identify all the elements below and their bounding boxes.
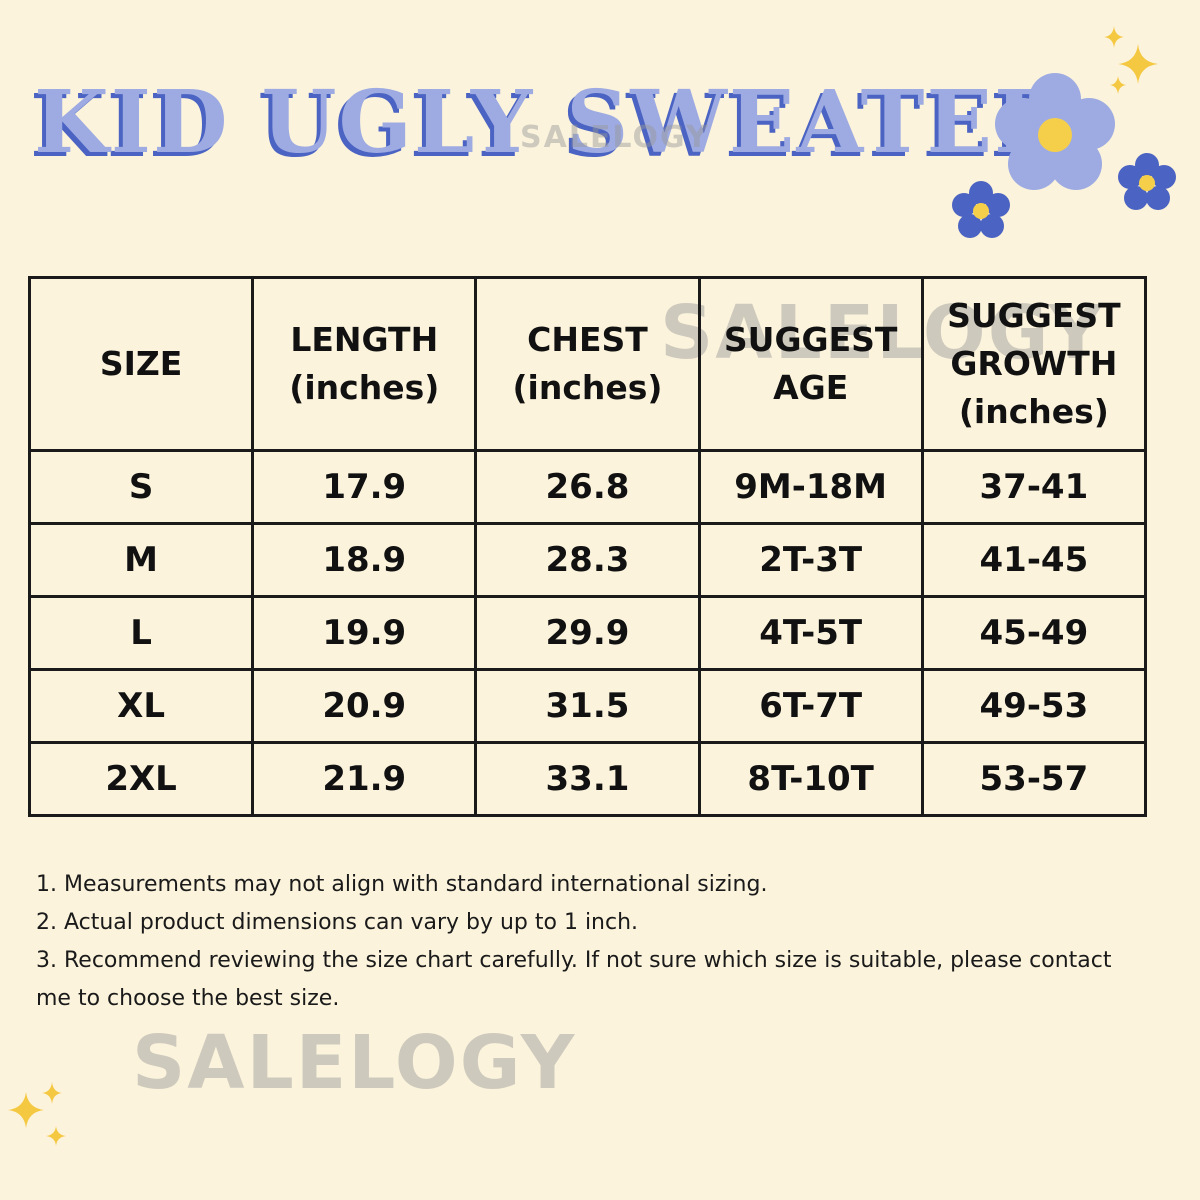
header-growth: SUGGEST GROWTH (inches) — [920, 276, 1148, 452]
table-cell: 31.5 — [474, 668, 701, 744]
table-cell: M — [27, 522, 255, 598]
sparkle-icon — [1104, 26, 1158, 94]
header-age: SUGGEST AGE — [697, 276, 924, 452]
table-cell: 19.9 — [251, 595, 478, 671]
table-cell: 29.9 — [474, 595, 701, 671]
size-chart-table: SIZE LENGTH (inches) CHEST (inches) SUGGES… — [27, 276, 1148, 817]
table-header-row: SIZE LENGTH (inches) CHEST (inches) SUGGES… — [27, 276, 1148, 452]
table-cell: 41-45 — [920, 522, 1148, 598]
table-cell: 2T-3T — [697, 522, 924, 598]
table-cell: L — [27, 595, 255, 671]
note: 2. Actual product dimensions can vary by… — [36, 910, 639, 935]
table-cell: 17.9 — [251, 449, 478, 525]
table-cell: 26.8 — [474, 449, 701, 525]
table-cell: 21.9 — [251, 741, 478, 817]
table-cell: 33.1 — [474, 741, 701, 817]
table-cell: 18.9 — [251, 522, 478, 598]
table-cell: 49-53 — [920, 668, 1148, 744]
sparkle-icon — [8, 1082, 66, 1146]
table-cell: 20.9 — [251, 668, 478, 744]
header-unit: (inches) — [512, 368, 663, 407]
table-row: L 19.9 29.9 4T-5T 45-49 — [27, 595, 1148, 671]
note: 3. Recommend reviewing the size chart ca… — [36, 948, 1112, 1011]
table-cell: 4T-5T — [697, 595, 924, 671]
table-cell: S — [27, 449, 255, 525]
header-text: GROWTH — [950, 344, 1118, 383]
table-row: 2XL 21.9 33.1 8T-10T 53-57 — [27, 741, 1148, 817]
header-unit: (inches) — [958, 392, 1109, 431]
flower-icon — [952, 181, 1010, 238]
watermark: SALELOGY — [520, 120, 710, 155]
header-length: LENGTH (inches) — [251, 276, 478, 452]
table-cell: 2XL — [27, 741, 255, 817]
flower-icon — [1118, 153, 1176, 210]
header-text: CHEST — [527, 320, 648, 359]
flower-icon — [995, 73, 1115, 190]
header-text: SUGGEST — [947, 296, 1121, 335]
table-cell: 8T-10T — [697, 741, 924, 817]
table-cell: XL — [27, 668, 255, 744]
header-unit: (inches) — [289, 368, 440, 407]
table-cell: 53-57 — [920, 741, 1148, 817]
table-cell: 37-41 — [920, 449, 1148, 525]
header-text: SIZE — [99, 344, 183, 383]
header-text: LENGTH — [290, 320, 439, 359]
header-text: AGE — [773, 368, 849, 407]
header-size: SIZE — [27, 276, 255, 452]
notes: 1. Measurements may not align with stand… — [36, 866, 1136, 1018]
table-row: XL 20.9 31.5 6T-7T 49-53 — [27, 668, 1148, 744]
watermark: SALELOGY — [132, 1020, 577, 1106]
table-cell: 45-49 — [920, 595, 1148, 671]
table-row: M 18.9 28.3 2T-3T 41-45 — [27, 522, 1148, 598]
header-chest: CHEST (inches) — [474, 276, 701, 452]
note: 1. Measurements may not align with stand… — [36, 872, 768, 897]
table-cell: 6T-7T — [697, 668, 924, 744]
page-title: KID UGLY SWEATER — [34, 72, 1068, 173]
table-row: S 17.9 26.8 9M-18M 37-41 — [27, 449, 1148, 525]
header-text: SUGGEST — [723, 320, 898, 359]
table-cell: 28.3 — [474, 522, 701, 598]
table-cell: 9M-18M — [697, 449, 924, 525]
